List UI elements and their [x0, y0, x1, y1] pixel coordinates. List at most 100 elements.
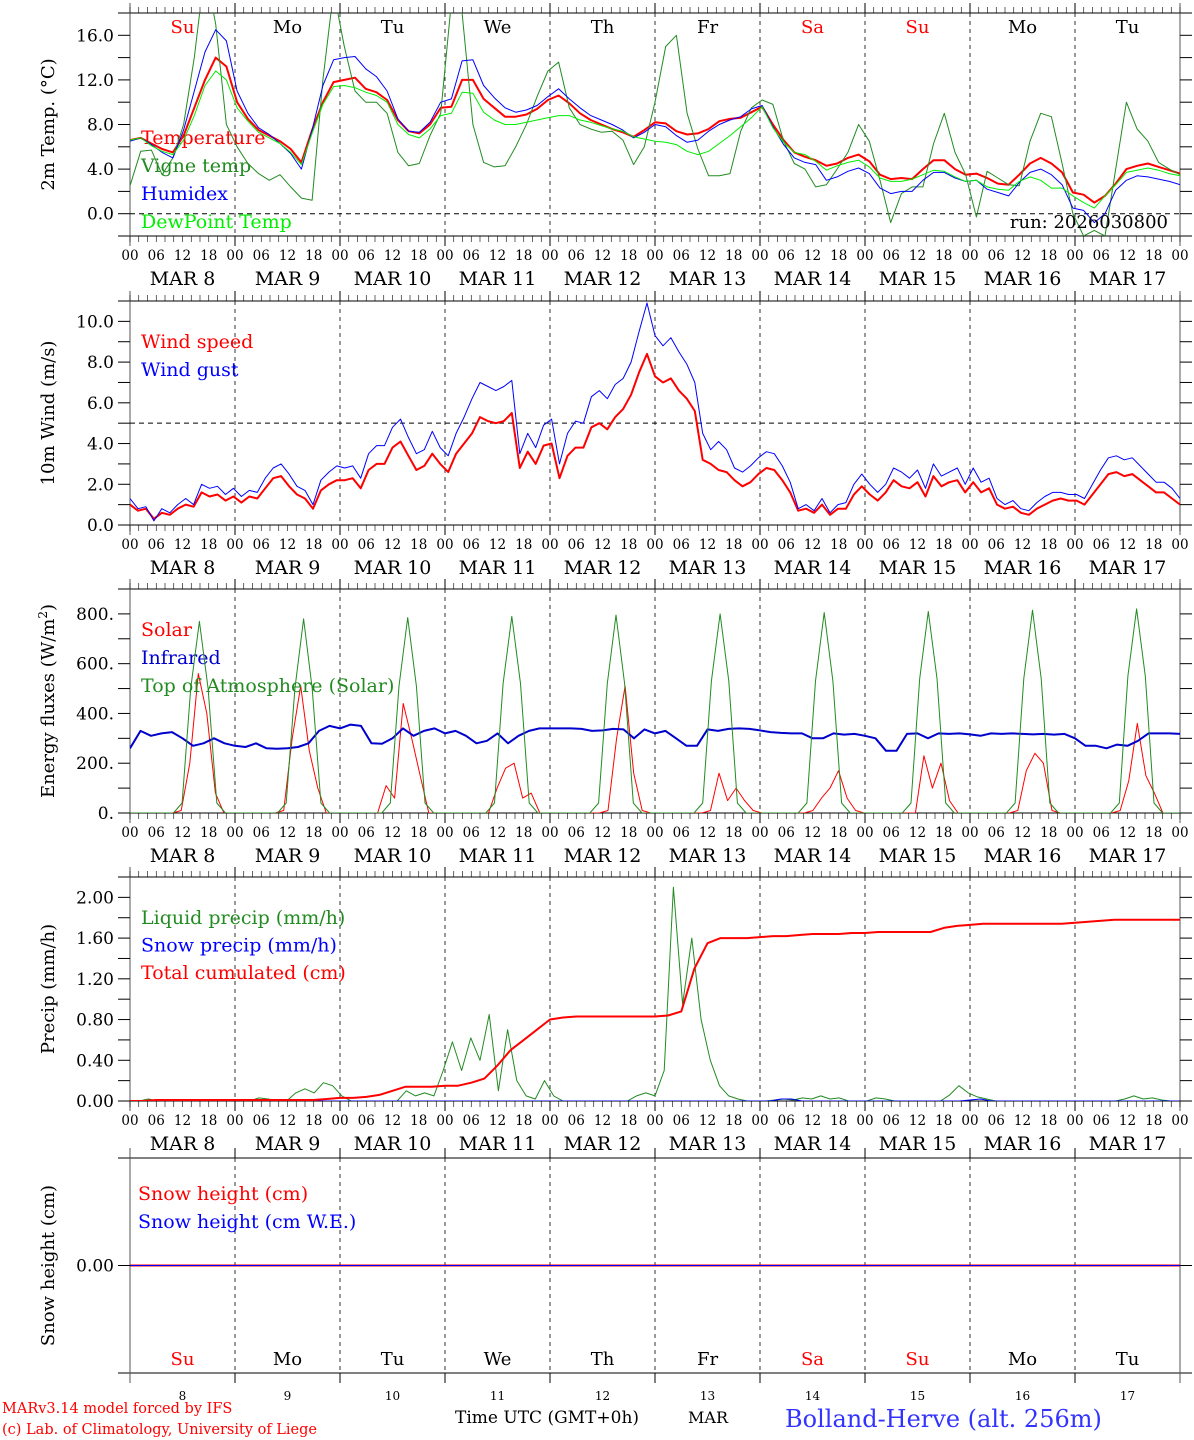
hour-tick-label: 06: [988, 537, 1005, 553]
date-label: MAR 17: [1089, 268, 1167, 290]
date-label: MAR 9: [255, 557, 321, 579]
date-label: MAR 15: [879, 845, 957, 867]
date-label: MAR 10: [354, 268, 432, 290]
hour-tick-label: 18: [620, 825, 637, 841]
panel-3: 0. 200. 400. 600. 800. Energy fluxes (W/m2) So…: [36, 579, 1192, 867]
hour-tick-label: 12: [804, 537, 821, 553]
hour-tick-label: 12: [699, 1113, 716, 1129]
hour-tick-label: 00: [961, 1113, 978, 1129]
y-axis-label: 2m Temp. (°C): [38, 58, 59, 190]
hour-tick-label: 12: [804, 248, 821, 264]
hour-tick-label: 12: [1119, 825, 1136, 841]
date-label: MAR 10: [354, 557, 432, 579]
hour-tick-label: 06: [1093, 825, 1110, 841]
y-tick-label: 400.: [76, 704, 114, 724]
hour-tick-label: 18: [830, 537, 847, 553]
model-credit: MARv3.14 model forced by IFS: [2, 1401, 232, 1417]
legend-entry: Total cumulated (cm): [141, 962, 346, 984]
date-label: MAR 16: [984, 845, 1062, 867]
hour-tick-label: 12: [699, 248, 716, 264]
date-label: MAR 9: [255, 268, 321, 290]
hour-tick-label: 06: [673, 537, 690, 553]
weekday-label: Fr: [697, 1349, 718, 1370]
hour-tick-label: 06: [1093, 537, 1110, 553]
y-tick-label: 0.0: [87, 205, 114, 225]
day-number: 8: [179, 1389, 187, 1403]
hour-tick-label: 06: [568, 1113, 585, 1129]
series-line-top-of-atmosphere-solar-: [130, 608, 1180, 813]
hour-tick-label: 12: [279, 248, 296, 264]
series-line-dewpoint-temp: [130, 70, 1180, 209]
time-axis-label: Time UTC (GMT+0h): [455, 1408, 639, 1428]
date-label: MAR 8: [150, 845, 216, 867]
hour-tick-label: 06: [883, 825, 900, 841]
date-label: MAR 13: [669, 1133, 747, 1155]
hour-tick-label: 00: [1171, 537, 1188, 553]
y-tick-label: 200.: [76, 754, 114, 774]
hour-tick-label: 00: [1066, 825, 1083, 841]
date-label: MAR 11: [459, 1133, 537, 1155]
hour-tick-label: 12: [174, 1113, 191, 1129]
hour-tick-label: 06: [253, 248, 270, 264]
date-label: MAR 13: [669, 557, 747, 579]
hour-tick-label: 00: [1171, 1113, 1188, 1129]
hour-tick-label: 12: [1014, 1113, 1031, 1129]
hour-tick-label: 18: [935, 248, 952, 264]
hour-tick-label: 00: [436, 537, 453, 553]
date-label: MAR 16: [984, 268, 1062, 290]
hour-tick-label: 06: [253, 825, 270, 841]
hour-tick-label: 00: [961, 248, 978, 264]
y-tick-label: 1.60: [76, 929, 114, 949]
hour-tick-label: 18: [410, 537, 427, 553]
y-tick-label: 0.80: [76, 1011, 114, 1031]
hour-tick-label: 00: [331, 248, 348, 264]
hour-tick-label: 18: [515, 825, 532, 841]
date-label: MAR 15: [879, 1133, 957, 1155]
hour-tick-label: 00: [226, 1113, 243, 1129]
hour-tick-label: 06: [988, 248, 1005, 264]
day-number: 11: [490, 1389, 505, 1403]
hour-tick-label: 06: [253, 1113, 270, 1129]
date-label: MAR 11: [459, 268, 537, 290]
month-label: MAR: [688, 1408, 729, 1427]
day-number: 12: [595, 1389, 610, 1403]
date-label: MAR 8: [150, 268, 216, 290]
y-axis-label: 10m Wind (m/s): [38, 341, 59, 486]
hour-tick-label: 06: [358, 248, 375, 264]
hour-tick-label: 12: [384, 537, 401, 553]
legend-entry: Liquid precip (mm/h): [141, 907, 345, 929]
hour-tick-label: 12: [384, 248, 401, 264]
y-tick-label: 6.0: [87, 394, 114, 414]
y-tick-label: 1.20: [76, 970, 114, 990]
hour-tick-label: 06: [568, 248, 585, 264]
legend-entry: Infrared: [141, 647, 221, 669]
date-label: MAR 12: [564, 268, 642, 290]
hour-tick-label: 06: [463, 248, 480, 264]
hour-tick-label: 18: [830, 248, 847, 264]
panel-4: 0.00 0.40 0.80 1.20 1.60 2.00 Precip (mm/h) Liq…: [38, 867, 1192, 1155]
hour-tick-label: 18: [200, 825, 217, 841]
run-annotation: run: 2026030800: [1010, 212, 1168, 233]
hour-tick-label: 18: [1145, 248, 1162, 264]
date-label: MAR 15: [879, 557, 957, 579]
date-label: MAR 16: [984, 557, 1062, 579]
legend-entry: Humidex: [141, 183, 228, 205]
hour-tick-label: 12: [1014, 248, 1031, 264]
hour-tick-label: 06: [883, 537, 900, 553]
hour-tick-label: 06: [1093, 1113, 1110, 1129]
y-tick-label: 10.0: [76, 312, 114, 332]
date-label: MAR 8: [150, 557, 216, 579]
hour-tick-label: 06: [148, 248, 165, 264]
hour-tick-label: 18: [410, 1113, 427, 1129]
weekday-label: We: [484, 17, 512, 38]
hour-tick-label: 00: [1066, 248, 1083, 264]
hour-tick-label: 00: [1066, 537, 1083, 553]
hour-tick-label: 12: [594, 825, 611, 841]
hour-tick-label: 12: [594, 537, 611, 553]
hour-tick-label: 18: [725, 537, 742, 553]
hour-tick-label: 06: [358, 537, 375, 553]
hour-tick-label: 00: [226, 248, 243, 264]
series-line-temperature: [130, 56, 1180, 204]
date-label: MAR 14: [774, 1133, 852, 1155]
